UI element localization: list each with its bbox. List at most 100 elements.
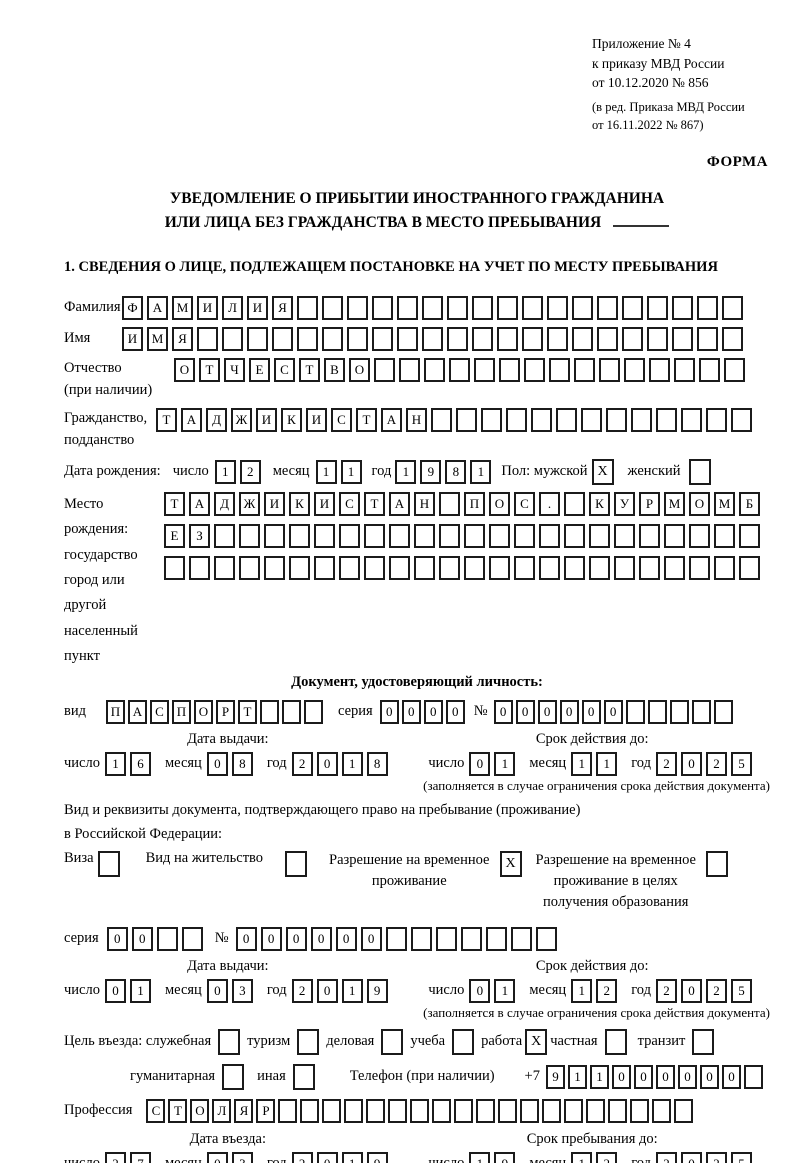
char-cell[interactable]: 1 [214, 459, 236, 484]
char-cell[interactable]: С [146, 1098, 166, 1123]
char-cell[interactable]: И [306, 408, 327, 433]
char-cell[interactable]: 1 [596, 751, 618, 776]
char-cell[interactable]: 1 [470, 459, 492, 484]
char-cell[interactable]: 0 [681, 1151, 702, 1163]
char-cell[interactable]: 0 [681, 978, 702, 1003]
char-cell[interactable]: П [464, 491, 485, 516]
char-cell[interactable] [652, 1098, 672, 1123]
char-cell[interactable] [366, 1098, 386, 1123]
char-cell[interactable]: 1 [104, 751, 126, 776]
char-cell[interactable] [714, 555, 735, 580]
char-cell[interactable] [664, 555, 685, 580]
char-cell[interactable] [714, 523, 735, 548]
char-cell[interactable] [649, 357, 670, 382]
char-cell[interactable] [691, 699, 711, 724]
char-cell[interactable] [481, 408, 502, 433]
char-cell[interactable]: 0 [106, 926, 128, 951]
char-cell[interactable] [522, 295, 543, 320]
char-cell[interactable]: 0 [603, 699, 623, 724]
char-cell[interactable] [447, 326, 468, 351]
char-cell[interactable] [572, 295, 593, 320]
char-cell[interactable] [498, 1098, 518, 1123]
char-cell[interactable]: 0 [316, 978, 338, 1003]
char-cell[interactable]: 1 [571, 978, 593, 1003]
char-cell[interactable] [364, 523, 385, 548]
char-cell[interactable] [497, 295, 518, 320]
char-cell[interactable]: 1 [395, 459, 417, 484]
checkbox-transit[interactable] [692, 1028, 715, 1055]
char-cell[interactable]: 0 [316, 751, 338, 776]
char-cell[interactable]: 9 [366, 1151, 388, 1163]
char-cell[interactable]: 2 [239, 459, 261, 484]
char-cell[interactable] [522, 326, 543, 351]
char-cell[interactable] [597, 295, 618, 320]
char-cell[interactable] [631, 408, 652, 433]
char-cell[interactable] [731, 408, 752, 433]
char-cell[interactable] [303, 699, 323, 724]
char-cell[interactable]: З [189, 523, 210, 548]
char-cell[interactable] [485, 926, 507, 951]
char-cell[interactable] [474, 357, 495, 382]
char-cell[interactable] [372, 295, 393, 320]
char-cell[interactable] [597, 326, 618, 351]
checkbox-work[interactable]: X [525, 1028, 548, 1055]
char-cell[interactable]: 3 [231, 978, 253, 1003]
char-cell[interactable]: М [172, 295, 193, 320]
char-cell[interactable] [385, 926, 407, 951]
char-cell[interactable]: К [589, 491, 610, 516]
char-cell[interactable]: К [281, 408, 302, 433]
char-cell[interactable]: 0 [493, 699, 513, 724]
char-cell[interactable]: 1 [341, 751, 363, 776]
char-cell[interactable]: 3 [231, 1151, 253, 1163]
char-cell[interactable] [322, 295, 343, 320]
char-cell[interactable]: 8 [445, 459, 467, 484]
char-cell[interactable] [606, 408, 627, 433]
char-cell[interactable]: 6 [129, 751, 151, 776]
char-cell[interactable] [464, 555, 485, 580]
char-cell[interactable]: 0 [633, 1064, 653, 1089]
char-cell[interactable] [239, 555, 260, 580]
char-cell[interactable] [264, 523, 285, 548]
char-cell[interactable]: М [147, 326, 168, 351]
char-cell[interactable]: Т [199, 357, 220, 382]
char-cell[interactable]: 0 [206, 978, 228, 1003]
char-cell[interactable] [399, 357, 420, 382]
char-cell[interactable] [439, 491, 460, 516]
char-cell[interactable]: 0 [235, 926, 257, 951]
char-cell[interactable] [214, 555, 235, 580]
char-cell[interactable] [164, 555, 185, 580]
char-cell[interactable] [586, 1098, 606, 1123]
checkbox-tourism[interactable] [297, 1028, 320, 1055]
checkbox-sex-male[interactable]: X [591, 458, 614, 485]
char-cell[interactable] [581, 408, 602, 433]
char-cell[interactable] [389, 555, 410, 580]
char-cell[interactable]: . [539, 491, 560, 516]
char-cell[interactable]: 0 [721, 1064, 741, 1089]
char-cell[interactable] [589, 555, 610, 580]
char-cell[interactable]: С [331, 408, 352, 433]
char-cell[interactable] [389, 523, 410, 548]
char-cell[interactable]: У [614, 491, 635, 516]
checkbox-other[interactable] [292, 1063, 315, 1090]
char-cell[interactable] [614, 555, 635, 580]
char-cell[interactable]: И [264, 491, 285, 516]
char-cell[interactable] [347, 326, 368, 351]
char-cell[interactable] [464, 523, 485, 548]
char-cell[interactable] [497, 326, 518, 351]
char-cell[interactable] [472, 326, 493, 351]
char-cell[interactable]: 2 [291, 1151, 313, 1163]
char-cell[interactable] [535, 926, 557, 951]
char-cell[interactable] [564, 491, 585, 516]
char-cell[interactable] [556, 408, 577, 433]
char-cell[interactable]: А [181, 408, 202, 433]
char-cell[interactable]: Р [639, 491, 660, 516]
checkbox-humanitarian[interactable] [222, 1063, 245, 1090]
char-cell[interactable]: 1 [315, 459, 337, 484]
char-cell[interactable]: Я [172, 326, 193, 351]
char-cell[interactable]: 0 [445, 699, 465, 724]
char-cell[interactable] [706, 408, 727, 433]
char-cell[interactable] [189, 555, 210, 580]
char-cell[interactable] [489, 523, 510, 548]
char-cell[interactable] [297, 326, 318, 351]
char-cell[interactable]: 2 [706, 751, 727, 776]
